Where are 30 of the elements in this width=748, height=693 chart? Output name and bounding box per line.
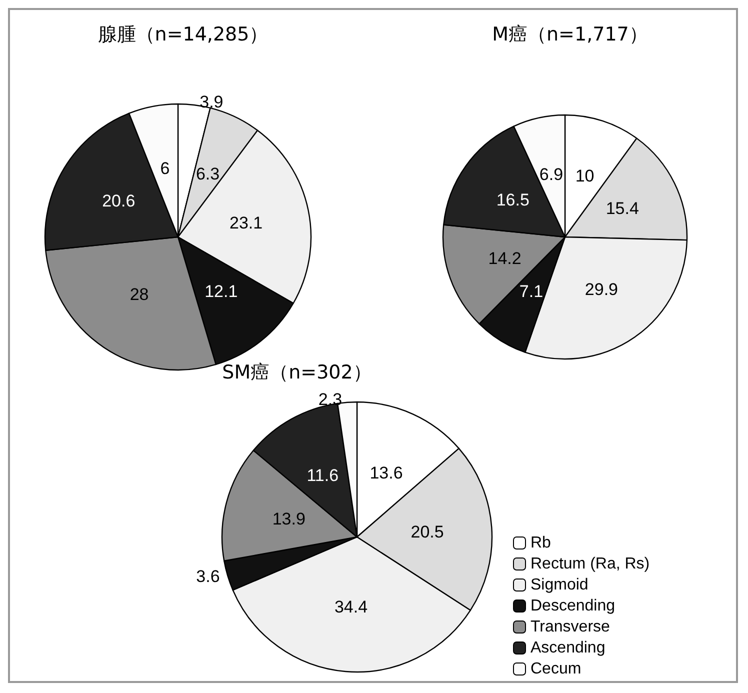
data-label: 7.1 xyxy=(519,282,544,301)
data-label: 6 xyxy=(160,159,170,178)
data-label: 6.3 xyxy=(196,164,220,184)
data-label: 20.5 xyxy=(410,522,444,542)
data-label: 3.9 xyxy=(200,92,224,112)
data-label: 10 xyxy=(575,166,594,186)
legend-label: Ascending xyxy=(530,640,606,656)
legend-label: Sigmoid xyxy=(530,576,588,594)
data-label: 12.1 xyxy=(204,282,238,302)
data-label: 20.6 xyxy=(102,191,136,210)
data-label: 34.4 xyxy=(334,598,368,617)
data-label: 14.2 xyxy=(488,249,522,268)
legend-label: Cecum xyxy=(530,660,582,678)
data-label: 23.1 xyxy=(230,213,263,232)
data-label: 6.9 xyxy=(539,165,564,184)
data-label: 16.5 xyxy=(496,190,530,210)
data-label: 13.9 xyxy=(272,509,306,528)
chart-title: M癌（n=1,717） xyxy=(492,24,648,46)
data-label: 15.4 xyxy=(606,199,639,218)
chart-title: SM癌（n=302） xyxy=(222,362,372,384)
legend-label: Rb xyxy=(530,534,552,552)
data-label: 28 xyxy=(130,285,149,304)
data-label: 11.6 xyxy=(306,466,339,485)
data-label: 3.6 xyxy=(196,567,220,586)
data-label: 13.6 xyxy=(370,463,403,482)
legend-label: Rectum (Ra, Rs) xyxy=(530,556,650,572)
legend-label: Transverse xyxy=(530,618,610,636)
legend-label: Descending xyxy=(530,598,615,614)
chart-title: 腺腫（n=14,285） xyxy=(98,24,268,46)
data-label: 29.9 xyxy=(584,280,618,300)
